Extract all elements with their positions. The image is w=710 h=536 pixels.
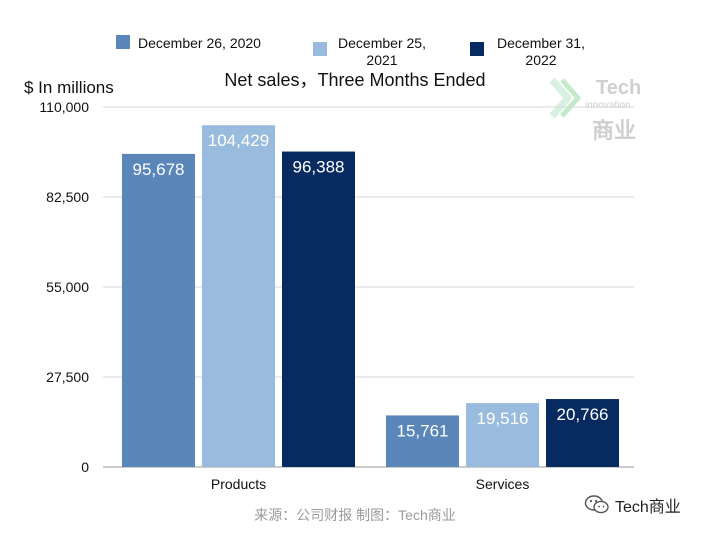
- x-tick-label: Services: [476, 476, 530, 492]
- data-label: 104,429: [208, 131, 269, 150]
- legend-swatch-2020: [116, 35, 130, 49]
- bar: [122, 153, 195, 467]
- y-axis-label: $ In millions: [24, 78, 114, 97]
- legend-swatch-2022: [470, 42, 484, 56]
- watermark-cn-text: 商业: [592, 118, 637, 143]
- brand-text: Tech商业: [615, 499, 681, 516]
- watermark-logo-icon: [549, 77, 581, 119]
- y-tick-label: 0: [81, 459, 89, 475]
- y-tick-label: 82,500: [46, 189, 89, 205]
- bar: [546, 399, 619, 467]
- data-label: 96,388: [293, 158, 345, 177]
- data-label: 20,766: [557, 405, 609, 424]
- watermark-subtext: innovation: [585, 100, 631, 111]
- y-tick-label: 27,500: [46, 369, 89, 385]
- y-tick-label: 110,000: [39, 99, 89, 115]
- watermark-text: Tech: [596, 77, 642, 99]
- bar: [282, 151, 355, 467]
- wechat-icon: [584, 495, 609, 514]
- bar: [202, 125, 275, 467]
- bar: [466, 403, 539, 467]
- data-label: 19,516: [477, 409, 529, 428]
- legend-swatch-2021: [313, 42, 327, 56]
- x-tick-label: Products: [211, 476, 266, 492]
- legend-label-2022: December 31, 2022: [497, 35, 585, 68]
- bar: [386, 415, 459, 467]
- legend-label-2021: December 25, 2021: [338, 35, 426, 68]
- source-caption: 来源：公司财报 制图：Tech商业: [254, 507, 456, 523]
- data-label: 95,678: [133, 160, 185, 179]
- legend-label-2020: December 26, 2020: [138, 35, 261, 51]
- y-tick-label: 55,000: [46, 279, 89, 295]
- data-label: 15,761: [397, 421, 449, 440]
- chart-title: Net sales，Three Months Ended: [224, 70, 486, 90]
